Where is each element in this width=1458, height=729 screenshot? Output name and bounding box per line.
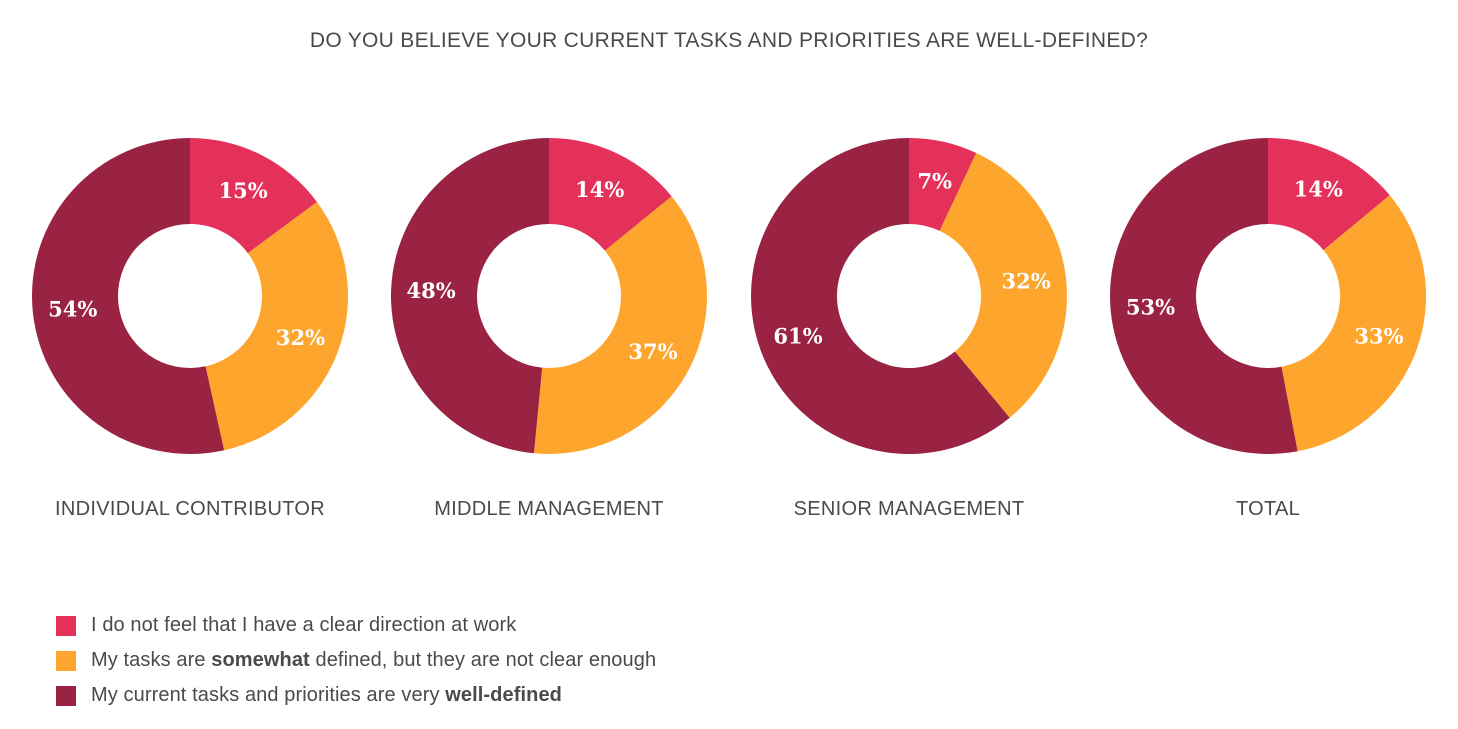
legend-label-text: defined, but they are not clear enough — [309, 649, 657, 671]
slice-value-label: 48% — [407, 278, 456, 303]
donut-chart: 15% 32% 54% INDIVIDUAL CONTRIBUTOR — [32, 138, 349, 520]
donut-slice — [205, 201, 349, 451]
legend-label-text: I do not feel that I have a clear direct… — [91, 614, 517, 636]
slice-value-label: 7% — [917, 168, 952, 193]
legend-label-text: My current tasks and priorities are very — [91, 684, 446, 706]
donut-charts: 15% 32% 54% INDIVIDUAL CONTRIBUTOR 14% 37% 48%… — [32, 138, 1426, 520]
legend-swatch — [56, 685, 76, 706]
slice-value-label: 14% — [1294, 177, 1343, 202]
slice-value-label: 53% — [1126, 295, 1175, 320]
slice-value-label: 32% — [1001, 269, 1050, 294]
slice-value-label: 37% — [628, 339, 677, 364]
category-label: TOTAL — [1236, 498, 1300, 520]
donut-slice — [909, 138, 977, 231]
donut-slice — [1110, 138, 1298, 454]
donut-slice — [533, 196, 708, 454]
legend-label: My tasks are somewhat defined, but they … — [91, 649, 656, 672]
legend-swatch — [56, 615, 76, 636]
legend-item: My current tasks and priorities are very… — [56, 678, 656, 713]
legend-label: My current tasks and priorities are very… — [91, 684, 562, 707]
category-label: MIDDLE MANAGEMENT — [434, 498, 664, 520]
legend-item: My tasks are somewhat defined, but they … — [56, 643, 656, 678]
donut-slice — [190, 138, 317, 254]
legend-label-emphasis: somewhat — [211, 649, 310, 671]
slice-value-label: 32% — [276, 325, 325, 350]
slice-value-label: 15% — [218, 178, 267, 203]
donut-chart: 7% 32% 61% SENIOR MANAGEMENT — [750, 138, 1067, 520]
chart-title: DO YOU BELIEVE YOUR CURRENT TASKS AND PR… — [309, 29, 1149, 52]
donut-slice — [549, 138, 672, 251]
legend: I do not feel that I have a clear direct… — [56, 608, 656, 713]
slice-value-label: 33% — [1354, 323, 1403, 348]
donut-slice — [1281, 195, 1426, 452]
legend-item: I do not feel that I have a clear direct… — [56, 608, 656, 643]
slice-value-label: 14% — [575, 177, 624, 202]
donut-slice — [1268, 138, 1390, 251]
donut-chart: 14% 37% 48% MIDDLE MANAGEMENT — [390, 138, 708, 520]
donut-slice — [939, 153, 1067, 418]
donut-chart: 14% 33% 53% TOTAL — [1110, 138, 1426, 520]
donut-slice — [390, 138, 549, 454]
slice-value-label: 61% — [773, 323, 822, 348]
donut-slice — [32, 138, 225, 454]
legend-label-emphasis: well-defined — [445, 684, 562, 706]
category-label: INDIVIDUAL CONTRIBUTOR — [55, 498, 325, 520]
slice-value-label: 54% — [48, 296, 97, 321]
donut-slice — [750, 138, 1010, 455]
legend-label-text: My tasks are — [91, 649, 212, 671]
legend-swatch — [56, 650, 76, 671]
legend-label: I do not feel that I have a clear direct… — [91, 614, 516, 637]
category-label: SENIOR MANAGEMENT — [794, 498, 1025, 520]
